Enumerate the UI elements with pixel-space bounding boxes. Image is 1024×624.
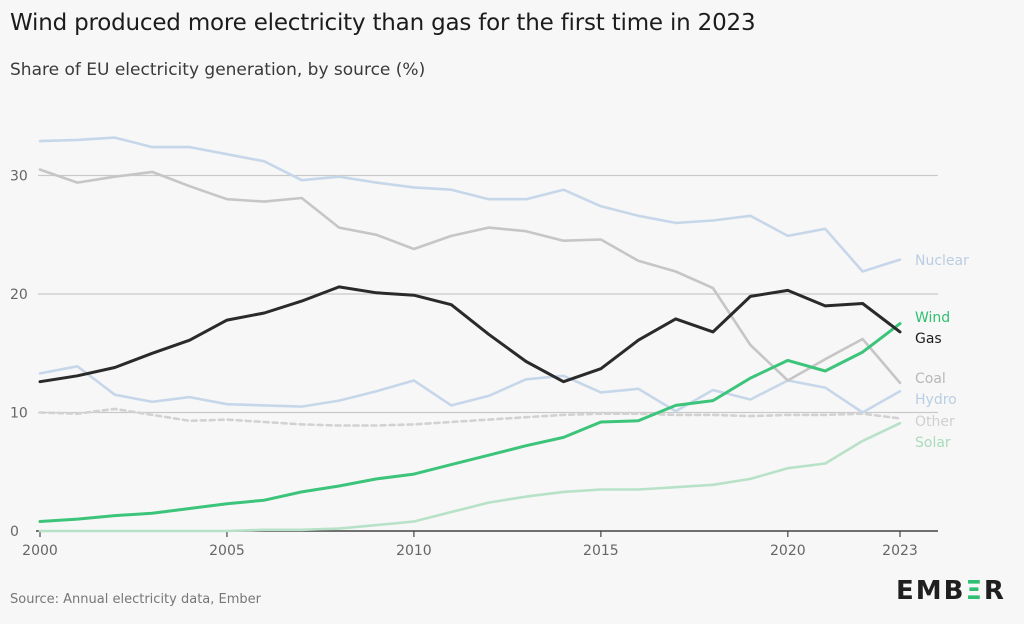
x-tick-label: 2015 [583, 543, 619, 559]
solar-line [38, 421, 902, 533]
other-label: Other [915, 414, 955, 430]
y-tick-label: 0 [10, 524, 19, 540]
gas-line [38, 285, 902, 384]
source-note: Source: Annual electricity data, Ember [10, 592, 261, 607]
solar-label: Solar [915, 435, 951, 451]
nuclear-line [38, 136, 902, 273]
ember-logo: EMBΞR [896, 576, 1006, 606]
x-tick-label: 2020 [770, 543, 806, 559]
coal-label: Coal [915, 371, 946, 387]
nuclear-label: Nuclear [915, 253, 969, 269]
series-lines [38, 136, 902, 533]
x-tick-label: 2005 [209, 543, 245, 559]
series-labels: Nuclear Coal Gas Hydro Other Wind Solar [915, 253, 969, 451]
x-tick-label: 2000 [22, 543, 58, 559]
hydro-label: Hydro [915, 392, 957, 408]
wind-label: Wind [915, 310, 950, 326]
y-axis-ticks: 0 10 20 30 [10, 169, 28, 541]
y-tick-label: 10 [10, 406, 28, 422]
y-tick-label: 20 [10, 287, 28, 303]
other-line [38, 407, 902, 427]
x-axis: 2000 2005 2010 2015 2020 2023 [22, 530, 938, 559]
chart-title: Wind produced more electricity than gas … [10, 10, 756, 36]
chart-subtitle: Share of EU electricity generation, by s… [10, 60, 426, 80]
coal-line [38, 168, 902, 385]
x-tick-label: 2010 [396, 543, 432, 559]
x-tick-label: 2023 [882, 543, 918, 559]
gas-label: Gas [915, 331, 942, 347]
y-tick-label: 30 [10, 169, 28, 185]
wind-line [38, 322, 902, 523]
grid-lines [38, 174, 938, 414]
hydro-line [38, 364, 902, 414]
